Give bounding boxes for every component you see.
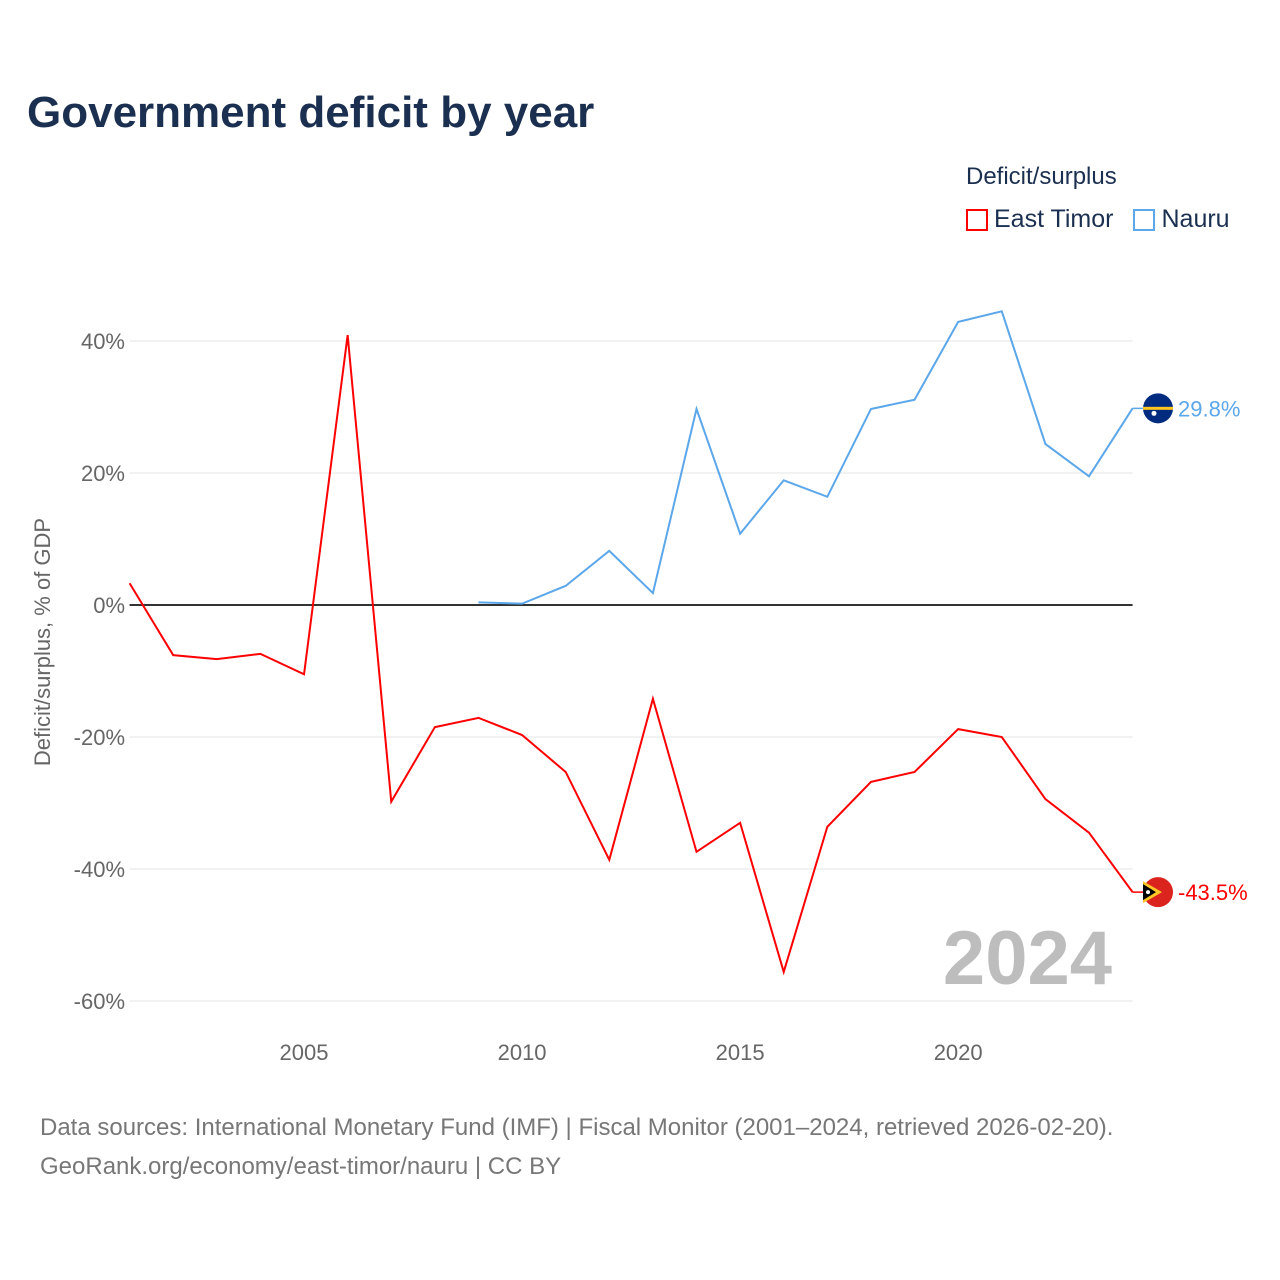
y-tick-label: 20% bbox=[81, 461, 125, 486]
source-line-1: Data sources: International Monetary Fun… bbox=[40, 1114, 1114, 1141]
x-tick-label: 2005 bbox=[280, 1040, 329, 1065]
y-tick-label: -60% bbox=[74, 989, 125, 1014]
year-watermark: 2024 bbox=[943, 916, 1112, 1001]
y-tick-label: -40% bbox=[74, 857, 125, 882]
end-value-label: 29.8% bbox=[1178, 396, 1240, 421]
legend-title: Deficit/surplus bbox=[966, 163, 1117, 190]
y-axis-label: Deficit/surplus, % of GDP bbox=[30, 518, 55, 766]
legend-label: Nauru bbox=[1161, 205, 1230, 233]
source-note: Data sources: International Monetary Fun… bbox=[40, 1108, 1113, 1186]
end-value-label: -43.5% bbox=[1178, 880, 1248, 905]
y-tick-label: 0% bbox=[93, 593, 125, 618]
flag-star bbox=[1146, 890, 1150, 895]
source-line-2[interactable]: GeoRank.org/economy/east-timor/nauru | C… bbox=[40, 1153, 562, 1180]
flag-star bbox=[1151, 410, 1157, 416]
flag-stripe bbox=[1143, 406, 1173, 410]
legend-label: East Timor bbox=[994, 205, 1114, 233]
legend-swatch bbox=[1133, 208, 1156, 231]
legend: East Timor Nauru bbox=[966, 205, 1230, 234]
x-tick-label: 2020 bbox=[934, 1040, 983, 1065]
y-tick-label: 40% bbox=[81, 329, 125, 354]
x-tick-label: 2015 bbox=[716, 1040, 765, 1065]
legend-item-nauru[interactable]: Nauru bbox=[1133, 205, 1230, 234]
legend-swatch bbox=[966, 208, 988, 231]
y-tick-label: -20% bbox=[74, 725, 125, 750]
series-line-nauru bbox=[478, 310, 1134, 605]
chart-title: Government deficit by year bbox=[27, 88, 595, 137]
series-line-east-timor bbox=[128, 334, 1134, 976]
legend-item-east-timor[interactable]: East Timor bbox=[966, 205, 1113, 234]
x-tick-label: 2010 bbox=[498, 1040, 547, 1065]
